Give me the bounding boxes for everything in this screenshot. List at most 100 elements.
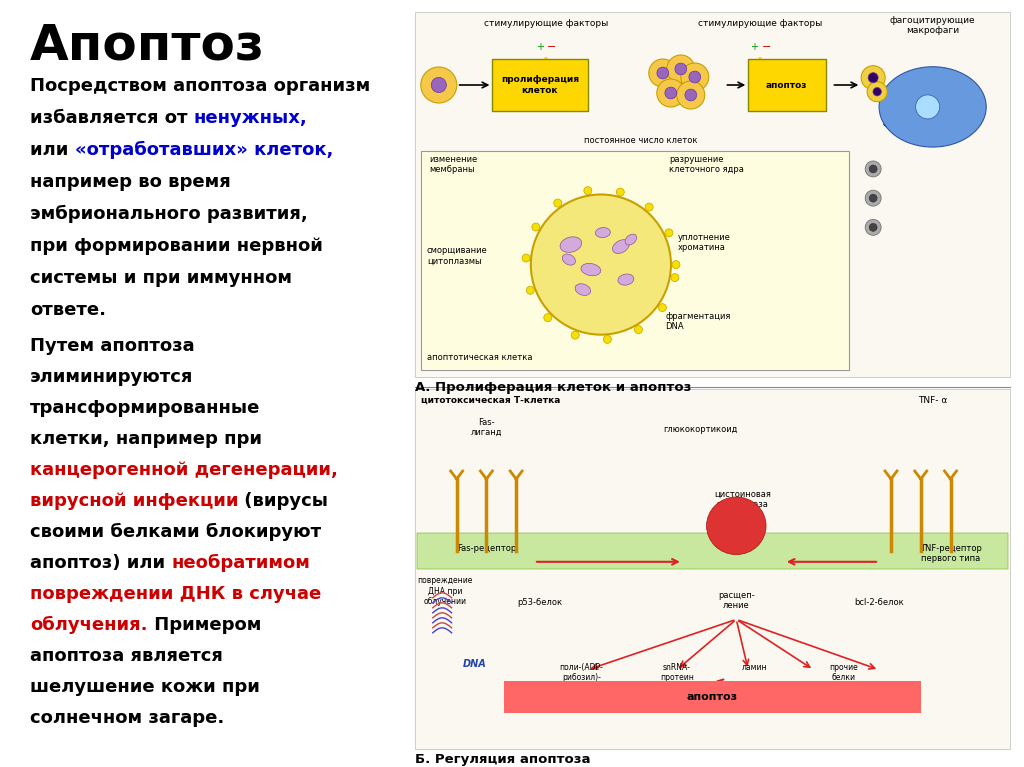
Text: клетки, например при: клетки, например при (30, 430, 262, 448)
Text: апоптоз) или: апоптоз) или (30, 554, 171, 572)
Text: системы и при иммунном: системы и при иммунном (30, 269, 292, 287)
Circle shape (657, 67, 669, 79)
Text: элиминируются: элиминируются (30, 368, 194, 386)
Circle shape (872, 87, 882, 96)
Circle shape (869, 223, 878, 232)
Text: облучения.: облучения. (30, 616, 147, 634)
Circle shape (671, 274, 679, 281)
Text: вирусной инфекции: вирусной инфекции (30, 492, 239, 510)
Circle shape (915, 95, 940, 119)
Circle shape (645, 203, 653, 211)
Circle shape (865, 190, 881, 206)
FancyBboxPatch shape (421, 150, 849, 370)
Text: −: − (762, 41, 771, 52)
Text: цитотоксическая Т-клетка: цитотоксическая Т-клетка (421, 397, 560, 405)
Circle shape (868, 73, 879, 83)
Text: TNF-рецептор
первого типа: TNF-рецептор первого типа (920, 544, 981, 563)
Circle shape (656, 79, 685, 107)
Text: постоянное число клеток: постоянное число клеток (585, 136, 697, 145)
Ellipse shape (612, 240, 629, 253)
Circle shape (616, 188, 625, 196)
Text: прочие
белки: прочие белки (829, 663, 858, 682)
Text: трансформированные: трансформированные (30, 399, 260, 417)
Circle shape (675, 63, 687, 75)
Text: уплотнение
хроматина: уплотнение хроматина (678, 233, 731, 252)
Text: при формировании нервной: при формировании нервной (30, 237, 323, 255)
Circle shape (677, 81, 705, 109)
Text: или: или (30, 141, 75, 159)
Text: пролиферация
клеток: пролиферация клеток (501, 75, 579, 94)
Circle shape (665, 229, 673, 237)
Text: фагоцитирующие
макрофаги: фагоцитирующие макрофаги (890, 15, 976, 35)
Circle shape (667, 55, 695, 83)
Text: Б. Регуляция апоптоза: Б. Регуляция апоптоза (415, 753, 591, 766)
Circle shape (649, 59, 677, 87)
Circle shape (689, 71, 700, 83)
Text: цистоиновая
протеиназа: цистоиновая протеиназа (714, 490, 771, 509)
Text: А. Пролиферация клеток и апоптоз: А. Пролиферация клеток и апоптоз (415, 381, 691, 394)
Text: эмбрионального развития,: эмбрионального развития, (30, 205, 308, 223)
Ellipse shape (625, 234, 637, 245)
FancyBboxPatch shape (504, 680, 921, 713)
Circle shape (865, 161, 881, 177)
Text: Fas-рецептор: Fas-рецептор (457, 544, 516, 553)
Circle shape (526, 286, 535, 295)
Text: канцерогенной дегенерации,: канцерогенной дегенерации, (30, 461, 338, 479)
Text: Путем апоптоза: Путем апоптоза (30, 337, 195, 355)
Text: стимулирующие факторы: стимулирующие факторы (698, 19, 822, 28)
Text: Посредством апоптоза организм: Посредством апоптоза организм (30, 77, 371, 95)
Text: ненужных,: ненужных, (194, 109, 307, 127)
Text: p53-белок: p53-белок (517, 597, 562, 607)
Text: стимулирующие факторы: стимулирующие факторы (483, 19, 608, 28)
Text: bcl-2-белок: bcl-2-белок (854, 597, 904, 607)
FancyBboxPatch shape (415, 389, 1010, 749)
Text: солнечном загаре.: солнечном загаре. (30, 709, 224, 727)
Circle shape (861, 66, 885, 90)
Text: сморщивание
цитоплазмы: сморщивание цитоплазмы (427, 246, 487, 265)
Ellipse shape (560, 237, 582, 252)
Text: Примером: Примером (147, 616, 261, 634)
Circle shape (635, 326, 642, 334)
Text: например во время: например во время (30, 173, 230, 191)
Text: −: − (547, 41, 557, 52)
Ellipse shape (617, 274, 634, 285)
Text: ответе.: ответе. (30, 301, 106, 319)
Text: ламин: ламин (741, 663, 767, 672)
Circle shape (544, 314, 552, 321)
Text: (вирусы: (вирусы (239, 492, 329, 510)
Text: TNF- α: TNF- α (918, 397, 947, 405)
Circle shape (665, 87, 677, 99)
Text: snRNA-
протеин: snRNA- протеин (659, 663, 693, 682)
Text: своими белками блокируют: своими белками блокируют (30, 523, 322, 542)
Text: расщеп-
ление: расщеп- ление (718, 591, 755, 610)
Text: шелушение кожи при: шелушение кожи при (30, 678, 260, 696)
Circle shape (584, 186, 592, 195)
Circle shape (869, 194, 878, 202)
Circle shape (431, 77, 446, 93)
Ellipse shape (595, 228, 610, 238)
Ellipse shape (879, 67, 986, 147)
Text: необратимом: необратимом (171, 554, 310, 572)
Text: «отработавших» клеток,: «отработавших» клеток, (75, 141, 333, 160)
Text: избавляется от: избавляется от (30, 109, 194, 127)
Ellipse shape (707, 497, 766, 555)
Text: разрушение
клеточного ядра: разрушение клеточного ядра (670, 155, 744, 174)
Circle shape (672, 261, 680, 268)
Text: Апоптоз: Апоптоз (30, 22, 265, 70)
Text: апоптотическая клетка: апоптотическая клетка (427, 353, 532, 362)
Text: апоптоз: апоптоз (687, 692, 738, 702)
Text: поли-(ADP-
рибозил)-
полимераза: поли-(ADP- рибозил)- полимераза (557, 663, 606, 693)
Circle shape (554, 199, 562, 207)
Text: фрагментация
DNA: фрагментация DNA (666, 312, 730, 331)
Circle shape (421, 67, 457, 103)
Text: повреждении ДНК в случае: повреждении ДНК в случае (30, 585, 322, 603)
Circle shape (522, 254, 530, 262)
Ellipse shape (575, 284, 591, 295)
Circle shape (681, 63, 709, 91)
FancyBboxPatch shape (749, 60, 825, 110)
Ellipse shape (581, 263, 601, 276)
Text: +: + (751, 41, 758, 52)
Circle shape (865, 219, 881, 235)
Text: +: + (536, 41, 544, 52)
FancyBboxPatch shape (417, 533, 1008, 569)
